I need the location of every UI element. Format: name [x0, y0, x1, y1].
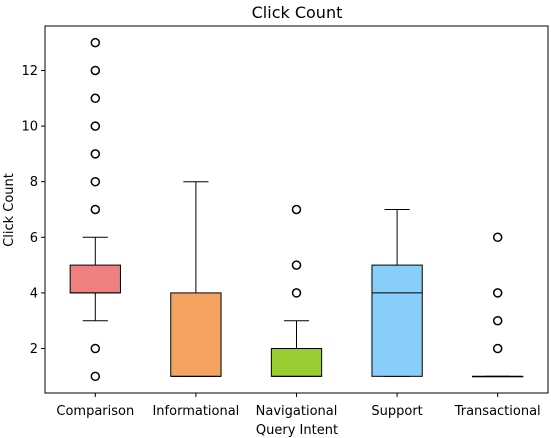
box: [270, 348, 323, 377]
outlier-point: [90, 371, 101, 382]
x-axis: Comparison Informational Navigational Suppo…: [56, 393, 541, 419]
x-tick-label: Informational: [152, 404, 239, 419]
x-tick-label: Comparison: [56, 404, 134, 419]
x-tick-label: Transactional: [454, 404, 541, 419]
outlier-point: [492, 343, 503, 354]
x-tick-label: Navigational: [256, 404, 338, 419]
box-group-comparison: [69, 37, 121, 382]
outlier-point: [90, 149, 101, 159]
box: [371, 264, 423, 377]
y-axis: 2 4 6 8 10 12: [21, 64, 45, 357]
y-axis-label: Click Count: [2, 173, 17, 247]
outlier-point: [90, 343, 101, 354]
x-tick-label: Support: [371, 404, 422, 419]
y-tick-label: 4: [30, 286, 38, 301]
y-tick-label: 8: [30, 175, 38, 190]
outlier-point: [291, 204, 302, 215]
outlier-point: [90, 93, 101, 104]
y-tick-label: 6: [30, 231, 38, 246]
box-group-transactional: [472, 232, 524, 378]
box: [170, 292, 222, 377]
outlier-point: [90, 176, 101, 187]
y-tick-label: 10: [21, 120, 38, 135]
y-tick-label: 2: [30, 342, 38, 357]
y-tick-label: 12: [21, 64, 38, 79]
box-group-support: [371, 209, 423, 377]
outlier-point: [90, 204, 101, 215]
box: [69, 264, 121, 294]
outlier-point: [492, 315, 503, 326]
chart-title: Click Count: [252, 3, 343, 22]
outlier-point: [291, 288, 302, 298]
box-group-navigational: [270, 204, 323, 377]
outlier-point: [492, 288, 503, 298]
boxes-layer: [69, 37, 524, 382]
outlier-point: [492, 232, 503, 243]
outlier-point: [90, 121, 101, 131]
outlier-point: [291, 260, 302, 270]
outlier-point: [90, 65, 101, 76]
outlier-point: [90, 37, 101, 48]
x-axis-label: Query Intent: [256, 423, 338, 438]
box-group-informational: [170, 181, 222, 377]
